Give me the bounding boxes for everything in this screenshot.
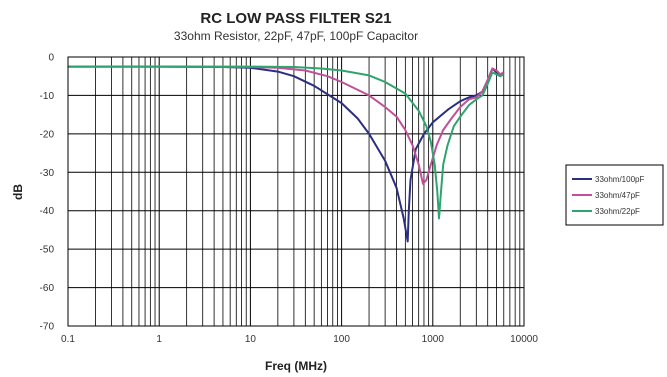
tick-labels: 0.1 1 10 100 1000 10000 0 -10 -20 -30 -40 -50 -60 -70 (40, 53, 539, 346)
series-lines (68, 65, 505, 243)
y-tick-label: -30 (40, 168, 55, 179)
y-tick-label: 0 (48, 53, 54, 64)
series-line-3 (68, 65, 505, 220)
x-tick-label: 100 (333, 334, 350, 345)
y-tick-label: -50 (40, 245, 55, 256)
x-tick-label: 10 (245, 334, 257, 345)
series-line-2 (68, 65, 505, 185)
x-axis-label: Freq (MHz) (265, 359, 327, 373)
plot-area (67, 56, 525, 327)
y-tick-label: -60 (40, 283, 55, 294)
legend-label-1: 33ohm/100pF (595, 175, 644, 184)
y-tick-label: -20 (40, 129, 55, 140)
x-tick-label: 10000 (510, 334, 538, 345)
grid (67, 56, 524, 327)
x-tick-label: 1000 (422, 334, 445, 345)
x-tick-label: 1 (156, 334, 162, 345)
legend: 33ohm/100pF 33ohm/47pF 33ohm/22pF (565, 164, 664, 226)
x-tick-label: 0.1 (61, 334, 75, 345)
y-tick-label: -70 (40, 322, 55, 333)
chart-title: RC LOW PASS FILTER S21 (200, 10, 391, 27)
legend-label-2: 33ohm/47pF (595, 191, 640, 200)
y-axis-label: dB (11, 184, 25, 200)
y-tick-label: -40 (40, 206, 55, 217)
y-tick-label: -10 (40, 91, 55, 102)
chart-subtitle: 33ohm Resistor, 22pF, 47pF, 100pF Capaci… (174, 29, 418, 43)
legend-label-3: 33ohm/22pF (595, 207, 640, 216)
